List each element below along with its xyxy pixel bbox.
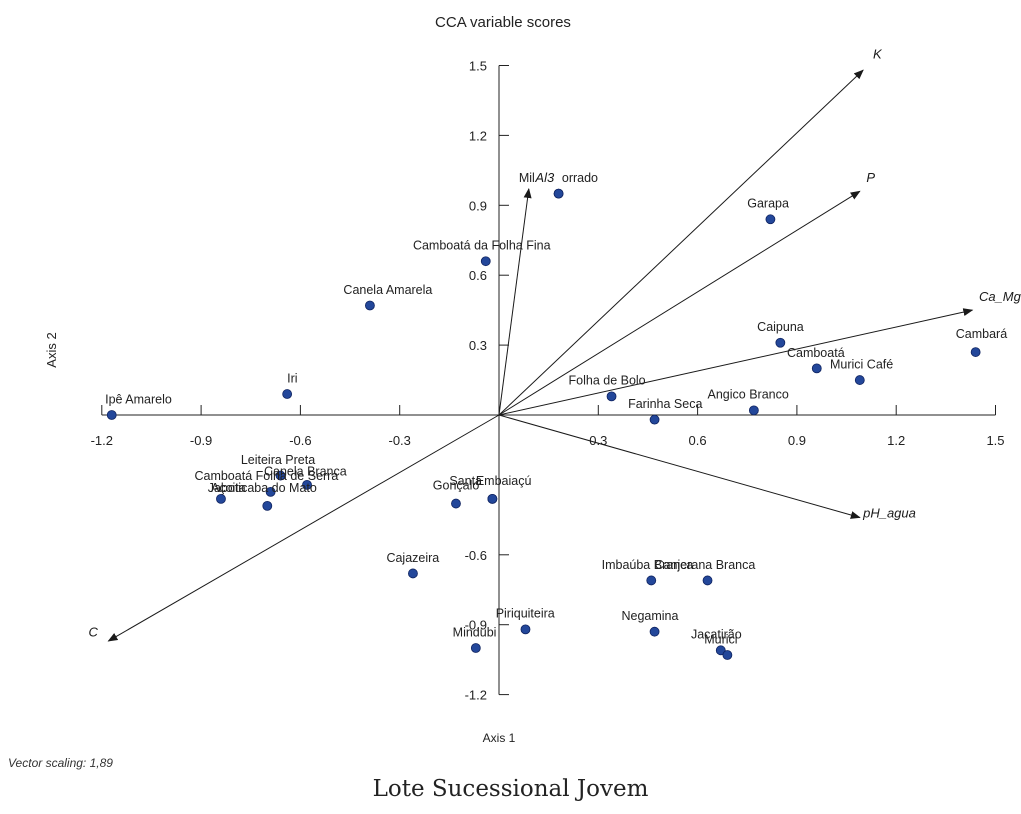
axes: -1.2 -0.9 -0.6 -0.3 0.3 0.6 0.9 1.2 1.5 1.5 1.2 0.9… [91, 59, 1005, 703]
x-tick-label: -0.6 [289, 433, 311, 448]
species-point [722, 650, 733, 660]
x-tick-label: 1.2 [887, 433, 905, 448]
species-label: Ipê Amarelo [105, 392, 172, 406]
species-point [451, 498, 461, 509]
x-axis-title: Axis 1 [483, 731, 516, 745]
y-axis-title: Axis 2 [44, 332, 59, 367]
species-point [606, 391, 617, 402]
vector-scaling-note: Vector scaling: 1,89 [8, 756, 113, 770]
vector-label-ca_mg: Ca_Mg [979, 289, 1021, 304]
species-point [408, 568, 418, 579]
y-tick-label: 0.9 [469, 198, 487, 213]
species-label: Leiteira Preta [241, 453, 315, 467]
y-tick-label: 0.3 [469, 338, 487, 353]
species-label: Gonçalo [433, 479, 480, 493]
species-labels: Ipê Amarelo Iri Canela Amarela Camboatá da … [105, 171, 1007, 646]
y-tick-label: -0.6 [465, 548, 487, 563]
y-tick-label: 0.6 [469, 268, 487, 283]
species-point [649, 626, 660, 637]
species-label: Jaboticaba do Mato [208, 481, 317, 495]
species-label: Canela Branca [264, 465, 347, 479]
x-tick-label: 1.5 [986, 433, 1004, 448]
species-label: Murici Café [830, 357, 893, 371]
x-tick-label: -0.3 [388, 433, 410, 448]
species-point [811, 363, 822, 374]
species-label: Camboatá da Folha Fina [413, 239, 551, 253]
species-label: Canjerana Branca [655, 558, 756, 572]
species-label: Garapa [747, 197, 789, 211]
species-point [775, 337, 786, 348]
species-point [520, 624, 531, 635]
species-point [553, 188, 564, 199]
species-label: Santa [449, 474, 482, 488]
species-points [106, 188, 981, 660]
species-point [487, 493, 498, 504]
species-label: Angico Branco [708, 388, 789, 402]
x-tick-label: -0.9 [190, 433, 212, 448]
cca-biplot: CCA variable scores Axis 2 Axis 1 -1.2 -0… [44, 14, 1021, 745]
x-tick-label: -1.2 [91, 433, 113, 448]
vector-label-c: C [89, 624, 99, 639]
figure-caption: Lote Sucessional Jovem [372, 776, 649, 802]
species-point [106, 410, 117, 420]
vector-arrow-al3 [498, 187, 532, 416]
species-label: orrado [562, 171, 598, 185]
species-label: Camboatá Folha de Serra [194, 469, 338, 483]
species-label: Jacatirão [691, 628, 742, 642]
species-point [715, 645, 726, 656]
species-label: Embaiaçú [476, 474, 532, 488]
vector-label-k: K [873, 47, 883, 62]
vector-label-al3: Al3 [534, 170, 555, 185]
x-tick-label: 0.9 [788, 433, 806, 448]
species-label: Murici [704, 632, 737, 646]
species-label: Mil [519, 171, 535, 185]
species-label: Piriquiteira [496, 607, 555, 621]
species-label: Cambará [956, 327, 1007, 341]
x-tick-label: 0.3 [589, 433, 607, 448]
species-label: Folha de Bolo [569, 374, 646, 388]
species-label: Farinha Seca [628, 397, 702, 411]
vector-arrow-ca_mg [498, 308, 974, 416]
species-point [275, 470, 286, 481]
species-label: Iri [287, 371, 297, 385]
vector-label-ph_agua: pH_agua [862, 506, 916, 521]
vector-arrow-c [107, 414, 500, 642]
species-point [854, 375, 865, 385]
species-point [649, 414, 660, 425]
species-label: Açoita [211, 481, 246, 495]
species-point [216, 493, 226, 504]
chart-title: CCA variable scores [435, 14, 571, 31]
species-label: Negamina [621, 609, 678, 623]
vector-arrow-k [498, 69, 864, 416]
species-label: Mindubi [453, 625, 497, 639]
species-label: Cajazeira [386, 551, 439, 565]
species-point [365, 300, 375, 311]
species-point [265, 486, 276, 497]
x-tick-label: 0.6 [689, 433, 707, 448]
species-label: Camboatá [787, 346, 845, 360]
species-label: Caipuna [757, 320, 804, 334]
y-tick-label: -0.9 [465, 618, 487, 633]
species-point [702, 575, 713, 586]
vector-label-p: P [866, 170, 875, 185]
vector-arrow-p [498, 190, 861, 416]
y-tick-label: 1.5 [469, 59, 487, 74]
species-point [765, 214, 776, 225]
species-point [480, 256, 491, 267]
y-tick-label: 1.2 [469, 128, 487, 143]
environment-vectors: K P Ca_Mg pH_agua Al3 C [89, 47, 1021, 642]
species-point [262, 500, 273, 511]
species-point [302, 479, 312, 490]
y-tick-label: -1.2 [465, 688, 487, 703]
species-point [646, 575, 657, 586]
species-point [282, 389, 293, 399]
species-point [970, 347, 981, 357]
species-label: Canela Amarela [343, 283, 432, 297]
vector-arrow-ph_agua [498, 414, 861, 519]
species-label: Imbaúba Branca [602, 558, 694, 572]
species-point [470, 643, 481, 653]
species-point [748, 405, 759, 416]
